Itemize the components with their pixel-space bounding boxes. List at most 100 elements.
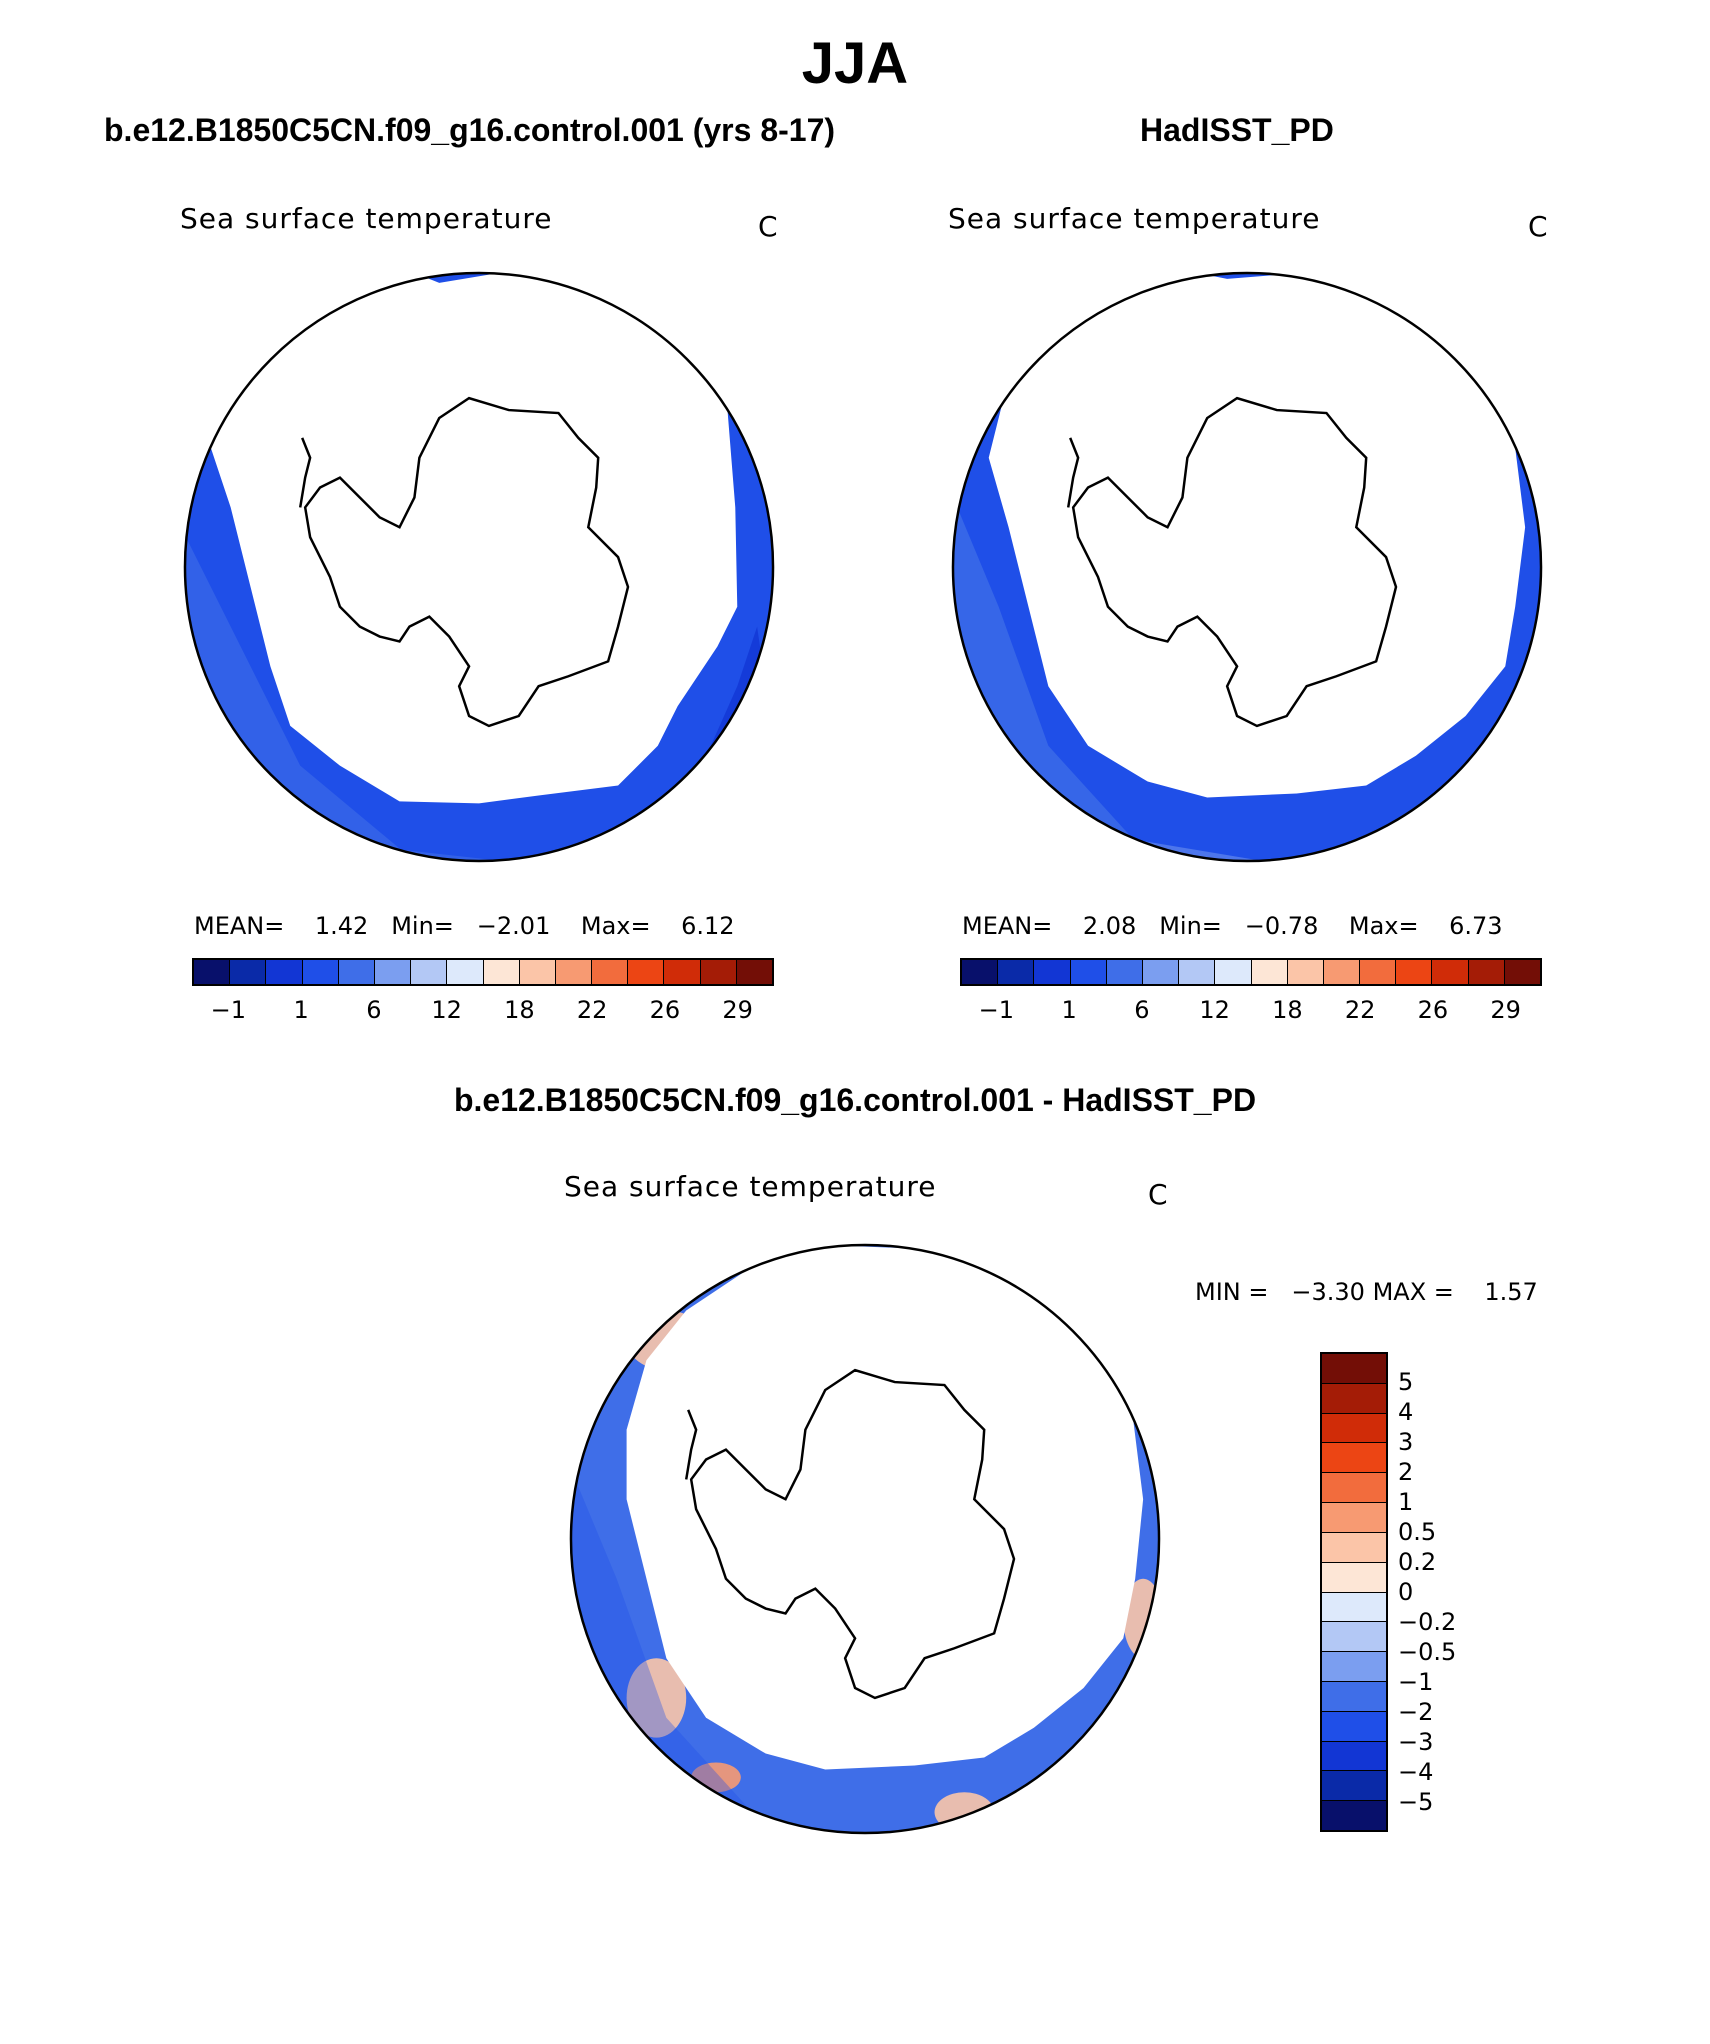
colorbar-tick-label: 5 bbox=[1398, 1368, 1414, 1396]
colorbar-swatch bbox=[736, 960, 772, 984]
colorbar-swatch bbox=[555, 960, 593, 984]
colorbar-swatch bbox=[1322, 1711, 1386, 1742]
colorbar-swatch bbox=[1504, 960, 1540, 984]
right-map-border bbox=[951, 271, 1543, 863]
right-variable-label: Sea surface temperature bbox=[948, 202, 1321, 235]
diff-antarctica-outline bbox=[689, 1368, 1016, 1700]
colorbar-tick-label: −3 bbox=[1398, 1728, 1434, 1756]
colorbar-swatch bbox=[1322, 1354, 1386, 1384]
colorbar-tick-label: 6 bbox=[366, 996, 382, 1024]
colorbar-swatch bbox=[664, 960, 701, 984]
colorbar-swatch bbox=[1322, 1771, 1386, 1802]
colorbar-swatch bbox=[1322, 1383, 1386, 1414]
colorbar-swatch bbox=[1322, 1741, 1386, 1772]
diff-stats: MIN = −3.30 MAX = 1.57 bbox=[1195, 1278, 1538, 1306]
left-antarctica-outline bbox=[303, 396, 630, 728]
colorbar-swatch bbox=[962, 960, 999, 984]
diff-variable-label: Sea surface temperature bbox=[564, 1170, 937, 1203]
diff-units-label: C bbox=[1148, 1178, 1168, 1211]
right-map bbox=[951, 271, 1543, 863]
colorbar-tick-label: 22 bbox=[1344, 996, 1376, 1024]
colorbar-tick-label: 3 bbox=[1398, 1428, 1414, 1456]
colorbar-swatch bbox=[1323, 960, 1361, 984]
diff-panel-title: b.e12.B1850C5CN.f09_g16.control.001 - Ha… bbox=[453, 1082, 1257, 1118]
colorbar-tick-label: 26 bbox=[1417, 996, 1449, 1024]
left-variable-label: Sea surface temperature bbox=[180, 202, 553, 235]
colorbar-tick-label: 0 bbox=[1398, 1578, 1414, 1606]
colorbar-tick-label: 18 bbox=[504, 996, 535, 1024]
colorbar-swatch bbox=[1322, 1652, 1386, 1682]
colorbar-tick-label: −0.5 bbox=[1398, 1638, 1457, 1666]
left-units-label: C bbox=[758, 210, 778, 243]
colorbar-swatch bbox=[483, 960, 520, 984]
colorbar-swatch bbox=[338, 960, 375, 984]
colorbar-swatch bbox=[447, 960, 484, 984]
right-panel-title: HadISST_PD bbox=[1140, 112, 1334, 148]
colorbar-tick-label: 29 bbox=[722, 996, 753, 1024]
colorbar-tick-label: −0.2 bbox=[1398, 1608, 1457, 1636]
right-colorbar bbox=[960, 958, 1542, 986]
colorbar-swatch bbox=[1468, 960, 1505, 984]
colorbar-swatch bbox=[1322, 1801, 1386, 1830]
colorbar-swatch bbox=[628, 960, 665, 984]
diff-colorbar-ticks: 5 4 3 2 1 0.5 0.2 0 −0.2 −0.5 −1 −2 −3 −4 −5 bbox=[1398, 1352, 1518, 1832]
colorbar-tick-label: 29 bbox=[1490, 996, 1521, 1024]
colorbar-swatch bbox=[1322, 1622, 1386, 1653]
colorbar-swatch bbox=[194, 960, 231, 984]
colorbar-tick-label: 2 bbox=[1398, 1458, 1414, 1486]
colorbar-tick-label: 18 bbox=[1272, 996, 1303, 1024]
colorbar-swatch bbox=[1322, 1413, 1386, 1444]
colorbar-tick-label: −2 bbox=[1398, 1698, 1434, 1726]
colorbar-swatch bbox=[1251, 960, 1288, 984]
colorbar-swatch bbox=[1322, 1473, 1386, 1504]
colorbar-tick-label: 1 bbox=[1061, 996, 1077, 1024]
colorbar-tick-label: 0.2 bbox=[1398, 1548, 1437, 1576]
colorbar-tick-label: 4 bbox=[1398, 1398, 1414, 1426]
colorbar-swatch bbox=[1142, 960, 1180, 984]
colorbar-swatch bbox=[1322, 1681, 1386, 1712]
diff-map bbox=[569, 1243, 1161, 1835]
left-sea-ice-mask bbox=[210, 272, 738, 804]
colorbar-tick-label: 1 bbox=[1398, 1488, 1414, 1516]
colorbar-tick-label: 0.5 bbox=[1398, 1518, 1437, 1546]
right-colorbar-ticks: −1 1 6 12 18 22 26 29 bbox=[960, 996, 1542, 1026]
colorbar-tick-label: 26 bbox=[649, 996, 681, 1024]
right-units-label: C bbox=[1528, 210, 1548, 243]
diff-map-border bbox=[569, 1243, 1161, 1835]
colorbar-swatch bbox=[1322, 1503, 1386, 1533]
colorbar-tick-label: −1 bbox=[978, 996, 1015, 1024]
colorbar-swatch bbox=[1179, 960, 1216, 984]
colorbar-tick-label: −4 bbox=[1398, 1758, 1434, 1786]
colorbar-tick-label: 6 bbox=[1134, 996, 1150, 1024]
colorbar-swatch bbox=[592, 960, 629, 984]
colorbar-swatch bbox=[1396, 960, 1433, 984]
colorbar-swatch bbox=[1106, 960, 1143, 984]
colorbar-tick-label: 22 bbox=[576, 996, 608, 1024]
colorbar-swatch bbox=[700, 960, 737, 984]
colorbar-tick-label: −1 bbox=[210, 996, 247, 1024]
colorbar-swatch bbox=[1287, 960, 1324, 984]
left-map-border bbox=[183, 271, 775, 863]
left-colorbar bbox=[192, 958, 774, 986]
right-antarctica-outline bbox=[1071, 396, 1398, 728]
right-stats: MEAN= 2.08 Min= −0.78 Max= 6.73 bbox=[962, 912, 1503, 940]
colorbar-swatch bbox=[1215, 960, 1252, 984]
colorbar-swatch bbox=[411, 960, 448, 984]
colorbar-tick-label: −1 bbox=[1398, 1668, 1434, 1696]
left-panel-title: b.e12.B1850C5CN.f09_g16.control.001 (yrs… bbox=[104, 112, 836, 148]
colorbar-swatch bbox=[302, 960, 339, 984]
colorbar-swatch bbox=[1034, 960, 1071, 984]
colorbar-tick-label: −5 bbox=[1398, 1788, 1434, 1816]
figure-title: JJA bbox=[801, 31, 909, 96]
colorbar-swatch bbox=[998, 960, 1035, 984]
diff-colorbar bbox=[1320, 1352, 1388, 1832]
left-colorbar-ticks: −1 1 6 12 18 22 26 29 bbox=[192, 996, 774, 1026]
colorbar-tick-label: 12 bbox=[431, 996, 462, 1024]
colorbar-swatch bbox=[230, 960, 267, 984]
colorbar-swatch bbox=[1322, 1562, 1386, 1593]
colorbar-swatch bbox=[1360, 960, 1397, 984]
diff-sea-ice-mask bbox=[626, 1244, 1144, 1770]
colorbar-swatch bbox=[374, 960, 412, 984]
colorbar-swatch bbox=[1070, 960, 1107, 984]
colorbar-tick-label: 1 bbox=[293, 996, 309, 1024]
